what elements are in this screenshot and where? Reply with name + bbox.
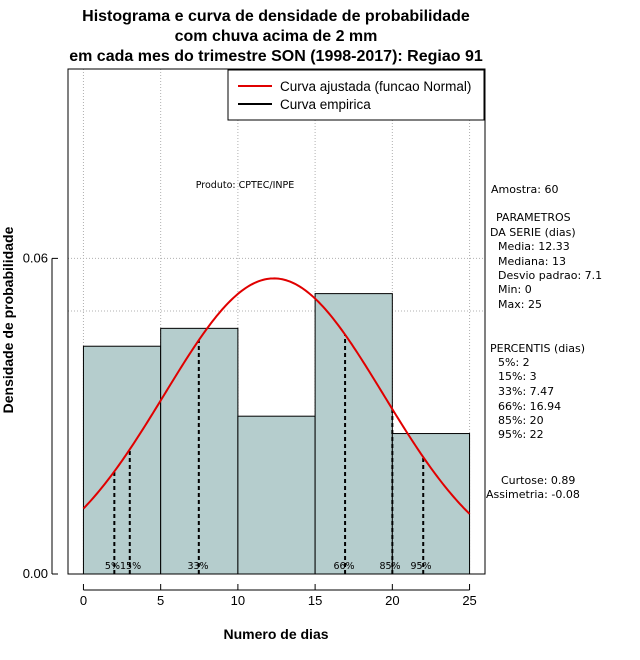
normal-curve <box>82 277 471 515</box>
max-value: Max: 25 <box>498 298 542 311</box>
histogram-bars <box>82 293 471 575</box>
product-annotation: Produto: CPTEC/INPE <box>196 180 295 191</box>
stats-panel: Amostra: 60 PARAMETROS DA SERIE (dias) M… <box>486 183 602 501</box>
kurtosis: Curtose: 0.89 <box>501 474 575 487</box>
params-subtitle: DA SERIE (dias) <box>490 226 576 239</box>
y-tick-label-0: 0.00 <box>23 566 48 581</box>
percentile-label-85: 85% <box>379 561 400 572</box>
percentile-66: 66%: 16.94 <box>498 400 561 413</box>
percentile-95: 95%: 22 <box>498 428 544 441</box>
skewness: Assimetria: -0.08 <box>486 488 580 501</box>
x-axis: 0 5 10 15 20 25 <box>80 584 477 608</box>
percentile-label-5-15: 5%15% <box>105 561 141 572</box>
x-tick-label-5: 25 <box>462 593 476 608</box>
x-tick-label-2: 10 <box>231 593 245 608</box>
chart-title-line-2: com chuva acima de 2 mm <box>175 28 378 45</box>
stddev-value: Desvio padrao: 7.1 <box>498 269 602 282</box>
percentile-85: 85%: 20 <box>498 414 544 427</box>
plot-frame <box>67 68 486 575</box>
min-value: Min: 0 <box>498 283 532 296</box>
x-tick-label-0: 0 <box>80 593 87 608</box>
params-title: PARAMETROS <box>496 211 571 224</box>
bar-3 <box>314 293 393 575</box>
percentile-33: 33%: 7.47 <box>498 385 554 398</box>
legend: Curva ajustada (funcao Normal) Curva emp… <box>227 69 485 121</box>
percentiles-title: PERCENTIS (dias) <box>490 342 585 355</box>
mean-value: Media: 12.33 <box>498 240 570 253</box>
y-axis: 0.00 0.06 <box>23 250 58 581</box>
sample-size: Amostra: 60 <box>491 183 558 196</box>
x-tick-label-3: 15 <box>308 593 322 608</box>
percentile-15: 15%: 3 <box>498 370 537 383</box>
chart-title-line-1: Histograma e curva de densidade de proba… <box>82 8 470 25</box>
x-tick-label-1: 5 <box>157 593 164 608</box>
y-tick-label-1: 0.06 <box>23 250 48 265</box>
percentile-5: 5%: 2 <box>498 356 530 369</box>
percentile-label-66: 66% <box>333 561 354 572</box>
x-tick-label-4: 20 <box>385 593 399 608</box>
y-axis-label: Densidade de probabilidade <box>0 226 16 413</box>
bar-2 <box>237 415 316 575</box>
legend-box <box>227 69 485 121</box>
bar-4 <box>391 433 471 575</box>
percentile-label-95: 95% <box>410 561 431 572</box>
x-axis-label: Numero de dias <box>223 626 328 642</box>
percentile-lines <box>113 334 425 574</box>
legend-label-normal: Curva ajustada (funcao Normal) <box>280 79 471 94</box>
legend-label-empirical: Curva empirica <box>280 97 371 112</box>
chart-title-line-3: em cada mes do trimestre SON (1998-2017)… <box>69 48 483 65</box>
median-value: Mediana: 13 <box>498 255 566 268</box>
percentile-label-33: 33% <box>187 561 208 572</box>
